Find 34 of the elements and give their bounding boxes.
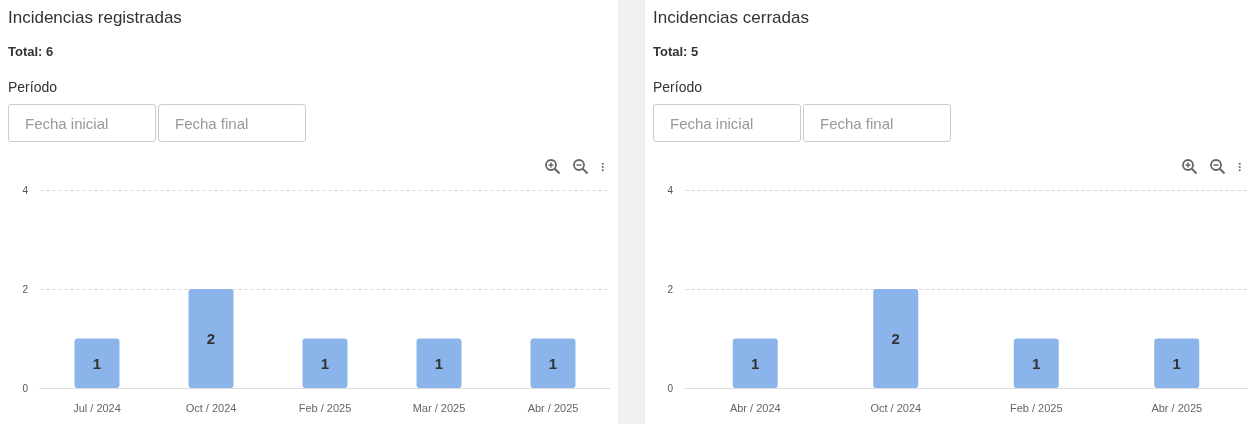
x-tick-label: Abr / 2024 xyxy=(729,401,781,414)
data-label: 1 xyxy=(434,354,444,372)
data-label: 1 xyxy=(1172,354,1181,372)
data-label: 1 xyxy=(1032,354,1041,372)
chart-title: Incidencias cerradas xyxy=(653,8,809,28)
data-label: 2 xyxy=(891,330,900,347)
data-label: 1 xyxy=(548,354,558,372)
y-tick-label: 2 xyxy=(667,283,674,295)
x-tick-label: Oct / 2024 xyxy=(185,401,237,414)
chart-subtitle: Total: 6 xyxy=(8,44,54,59)
text: Período xyxy=(8,79,58,95)
data-label: 2 xyxy=(206,330,216,347)
y-tick-label: 4 xyxy=(22,184,29,196)
y-tick-label: 2 xyxy=(22,283,29,295)
y-tick-label: 4 xyxy=(667,184,674,196)
text: Período xyxy=(653,79,703,95)
data-label: 1 xyxy=(320,354,330,372)
end-date-field: Fecha final xyxy=(803,104,951,142)
chart-subtitle: Total: 5 xyxy=(653,44,699,59)
x-tick-label: Abr / 2025 xyxy=(527,401,579,414)
end-date-field: Fecha final xyxy=(158,104,306,142)
x-tick-label: Abr / 2025 xyxy=(1151,401,1203,414)
x-tick-label: Feb / 2025 xyxy=(298,401,352,414)
data-label: 1 xyxy=(92,354,102,372)
start-date-field: Fecha inicial xyxy=(653,104,801,142)
data-label: 1 xyxy=(751,354,760,372)
x-tick-label: Jul / 2024 xyxy=(73,401,121,414)
x-tick-label: Oct / 2024 xyxy=(870,401,922,414)
start-date-field: Fecha inicial xyxy=(8,104,156,142)
y-tick-label: 0 xyxy=(22,382,29,394)
chart-title: Incidencias registradas xyxy=(8,8,182,28)
x-tick-label: Feb / 2025 xyxy=(1009,401,1063,414)
x-tick-label: Mar / 2025 xyxy=(412,401,466,414)
y-tick-label: 0 xyxy=(667,382,674,394)
